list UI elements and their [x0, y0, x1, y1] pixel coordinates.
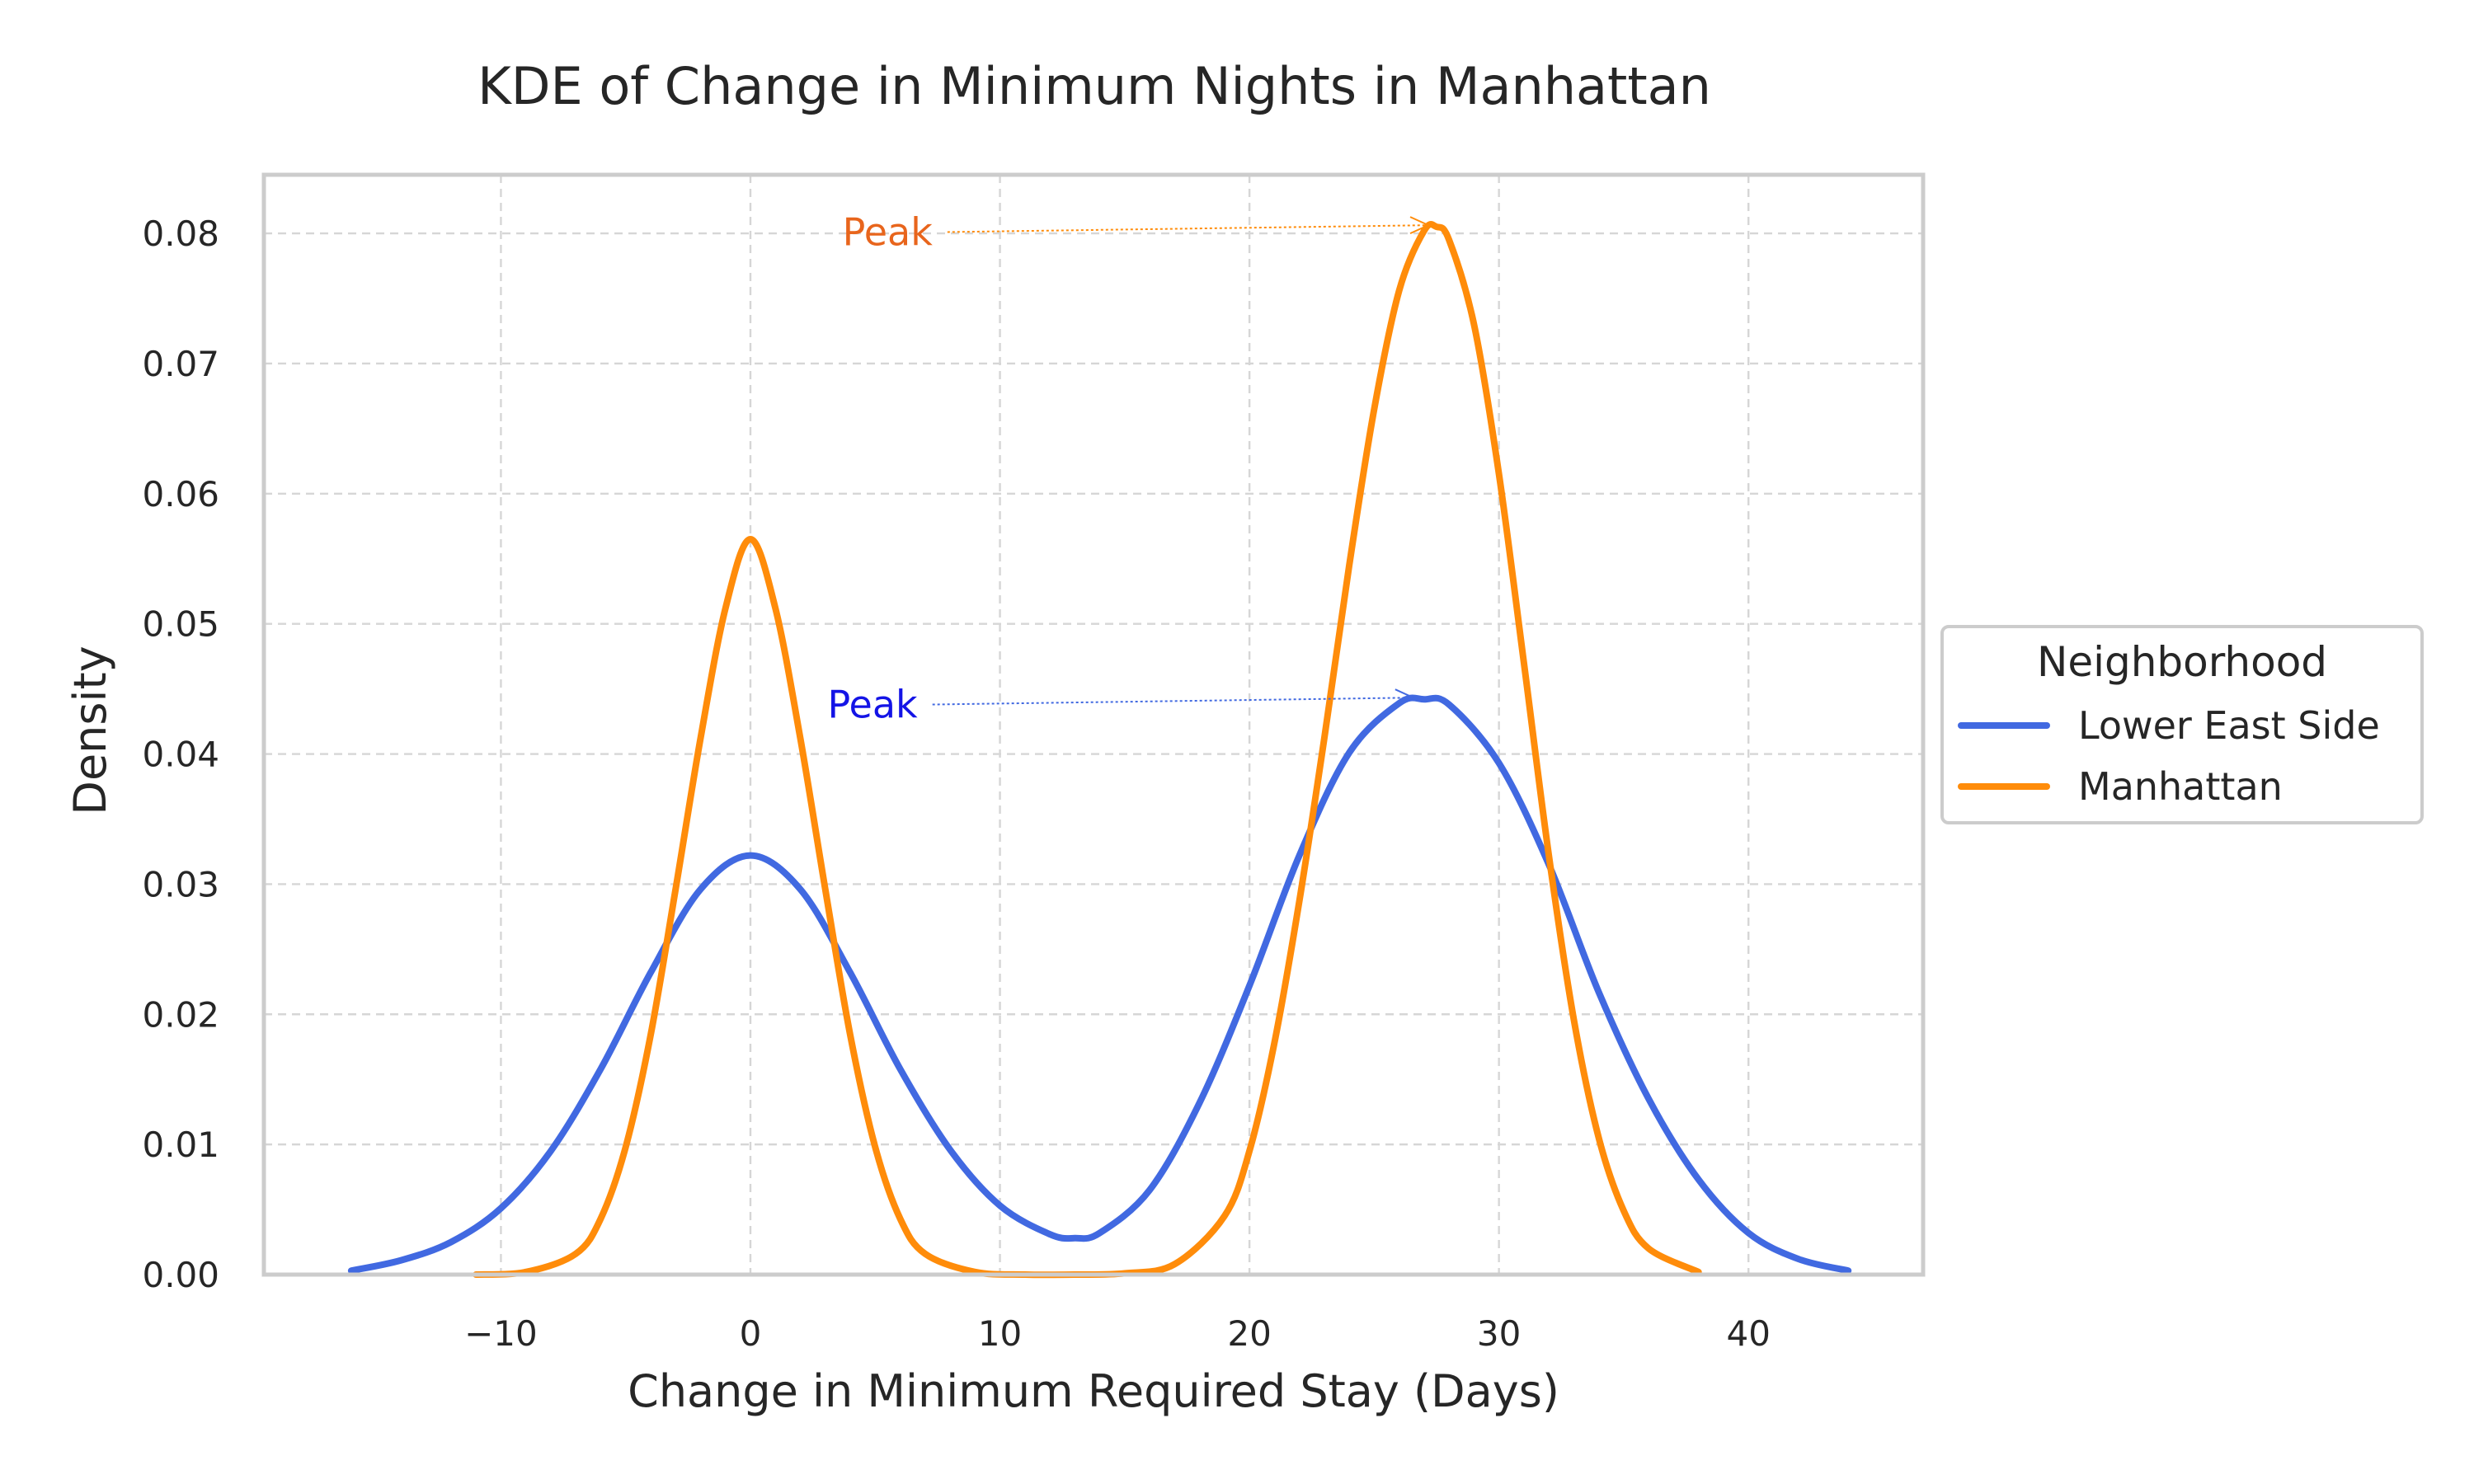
- x-tick-label: 20: [1227, 1313, 1271, 1354]
- y-tick-label: 0.06: [142, 474, 219, 514]
- x-axis-ticks: −10 0 10 20 30 40: [464, 1313, 1771, 1354]
- legend-box: [1940, 625, 2424, 824]
- peak-annotation-label: Peak: [843, 209, 934, 254]
- x-tick-label: −10: [464, 1313, 538, 1354]
- y-tick-label: 0.00: [142, 1255, 219, 1295]
- chart-title: KDE of Change in Minimum Nights in Manha…: [477, 56, 1711, 116]
- y-axis-ticks: 0.00 0.01 0.02 0.03 0.04 0.05 0.06 0.07 0.08: [142, 214, 219, 1295]
- peak-annotation-arrowhead: [1395, 688, 1416, 707]
- legend-entry-label: Manhattan: [2078, 764, 2283, 809]
- legend-title: Neighborhood: [2037, 638, 2327, 686]
- y-tick-label: 0.08: [142, 214, 219, 254]
- y-tick-label: 0.04: [142, 735, 219, 775]
- x-tick-label: 0: [740, 1313, 762, 1354]
- peak-annotation-arrow: [932, 697, 1413, 706]
- peak-annotation-label: Peak: [827, 683, 918, 727]
- x-tick-label: 40: [1726, 1313, 1770, 1354]
- y-axis-label: Density: [64, 646, 116, 815]
- y-tick-label: 0.02: [142, 994, 219, 1035]
- x-axis-label: Change in Minimum Required Stay (Days): [628, 1365, 1559, 1417]
- y-tick-label: 0.05: [142, 604, 219, 645]
- plot-frame: [261, 172, 1926, 1277]
- y-tick-label: 0.03: [142, 864, 219, 904]
- y-tick-label: 0.07: [142, 344, 219, 384]
- peak-annotations: Peak Peak: [827, 209, 1431, 727]
- x-tick-label: 30: [1477, 1313, 1521, 1354]
- kde-curves: [347, 221, 1852, 1279]
- y-tick-label: 0.01: [142, 1125, 219, 1165]
- legend-entry-label: Lower East Side: [2078, 703, 2380, 748]
- legend: Neighborhood Lower East Side Manhattan: [1940, 625, 2424, 824]
- x-tick-label: 10: [978, 1313, 1022, 1354]
- peak-annotation-arrow: [947, 224, 1429, 233]
- peak-annotation-arrowhead: [1409, 216, 1431, 235]
- series-line-lower-east-side: [347, 694, 1852, 1275]
- series-line-manhattan: [473, 221, 1702, 1279]
